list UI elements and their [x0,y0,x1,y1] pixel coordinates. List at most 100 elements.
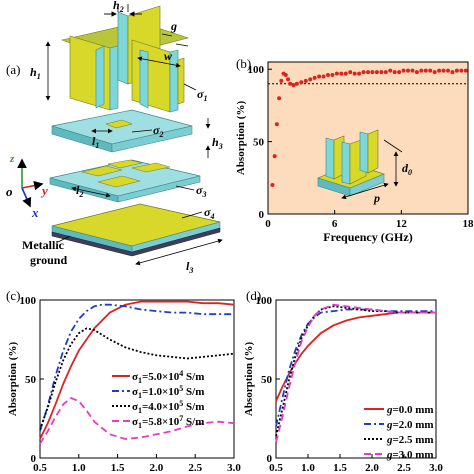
ground-label-line1: Metallic [22,238,65,252]
y-tick-label: 0 [259,209,265,221]
legend-entry-1: σ1=1.0×105 S/m [132,384,204,400]
data-point [450,70,455,75]
chart-panel-b: (b) 0 6 12 18 0 50 100 Absorption (%) Frequency (… [235,56,474,244]
y-tick-label: 50 [25,374,37,386]
data-point [312,75,317,80]
x-tick-label: 1.0 [301,462,315,474]
data-point [348,70,353,75]
data-point [334,71,339,76]
data-point [406,68,410,73]
legend-rest: =1.0×10 [142,386,180,398]
data-point [288,81,293,86]
data-point [401,68,406,73]
data-point [299,80,304,85]
legend-entry-3: g=3.0 mm [386,449,434,461]
series-line-2 [39,327,235,430]
legend-entry-3: σ1=5.8×107 S/m [132,414,204,430]
legend-entry-0: g=0.0 mm [386,404,434,416]
d0-main: d [402,161,409,175]
d0-sub: 0 [408,168,412,177]
data-point [274,122,279,127]
data-point [357,71,362,76]
data-point [277,96,282,101]
data-point [339,71,344,76]
data-point [454,68,459,73]
dim-h3: h3 [212,135,223,151]
x-tick-label: 1.5 [111,462,125,474]
layer-3-plate [49,159,201,203]
panel-label: (d) [246,288,261,303]
legend-sup: 7 [179,414,183,423]
legend-entry-0: σ1=5.0×104 S/m [132,369,204,385]
legend-sub: 1 [138,376,142,385]
data-point [283,73,288,78]
data-point [326,73,330,78]
legend-rest: =5.0×10 [142,371,180,383]
legend-name: g [386,419,393,431]
data-point [428,68,433,73]
inset-p-label: p [373,191,380,205]
x-tick-label: 2.0 [150,462,164,474]
dim-l1: l1 [92,134,99,150]
y-axis-label: Absorption (%) [243,342,255,417]
series-line-3 [275,303,436,443]
inset-pillar [325,137,335,180]
y-tick-label: 100 [256,295,273,307]
x-tick-label: 18 [463,218,474,230]
y-tick-label: 50 [253,137,265,149]
panel-label: (b) [236,56,251,71]
legend-unit: S/m [183,416,204,428]
x-tick-label: 6 [332,218,338,230]
y-tick-label: 100 [20,295,37,307]
legend-entry-2: σ1=4.0×105 S/m [132,399,204,415]
dim-l3: l3 [186,259,193,275]
legend-rest: =2.0 mm [393,419,434,431]
dim-h1: h1 [30,65,41,81]
x-tick-label: 3.0 [227,462,241,474]
legend-name: σ [132,401,138,413]
legend-sub: 1 [138,421,142,430]
data-point [303,78,308,83]
legend-unit: S/m [183,371,204,383]
sigma-2: σ2 [153,123,163,139]
data-point [279,78,284,83]
data-point [317,74,322,79]
legend-rest: =0.0 mm [393,404,434,416]
data-point [291,83,296,88]
dim-h2: h2 [113,0,124,14]
dim-g: g [170,19,177,33]
legend-name: g [386,434,393,446]
inset-pillar [367,129,379,174]
y-tick-label: 0 [267,453,273,465]
data-point [383,70,388,75]
legend-rest: =2.5 mm [393,434,434,446]
x-tick-label: 2.5 [397,462,411,474]
x-tick-label: 1.5 [333,462,347,474]
inset-dim-line [383,139,403,153]
panel-a-label: (a) [6,62,20,77]
inset-d0-label: d0 [402,161,412,177]
y-axis-label: Absorption (%) [7,342,19,417]
series-line-0 [275,311,436,402]
legend-entry-2: g=2.5 mm [386,434,434,446]
x-tick-label: 1.0 [72,462,86,474]
legend-sup: 4 [179,369,183,378]
data-point [361,70,366,75]
x-tick-label: 2.5 [188,462,202,474]
data-point [463,68,468,73]
x-axis-label: Frequency (GHz) [323,230,412,244]
legend-sup: 5 [179,399,183,408]
y-axis-label: Absorption (%) [235,101,247,176]
sigma-3: σ3 [196,183,206,199]
data-point [446,68,450,73]
x-tick-label: 2.0 [365,462,379,474]
panel-a-schematic: (a) h2 g h1 w σ1 [6,0,223,275]
data-point [423,68,428,73]
legend-name: σ [132,386,138,398]
y-tick-label: 0 [31,453,37,465]
inset-pillar [341,141,351,185]
x-tick-label: 0.5 [269,462,283,474]
legend-name: g [386,449,393,461]
